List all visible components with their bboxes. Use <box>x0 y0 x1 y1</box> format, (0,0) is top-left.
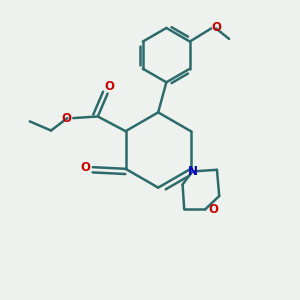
Text: O: O <box>62 112 72 124</box>
Text: O: O <box>208 202 218 216</box>
Text: O: O <box>212 21 221 34</box>
Text: O: O <box>81 161 91 174</box>
Text: N: N <box>188 165 197 178</box>
Text: O: O <box>104 80 114 93</box>
